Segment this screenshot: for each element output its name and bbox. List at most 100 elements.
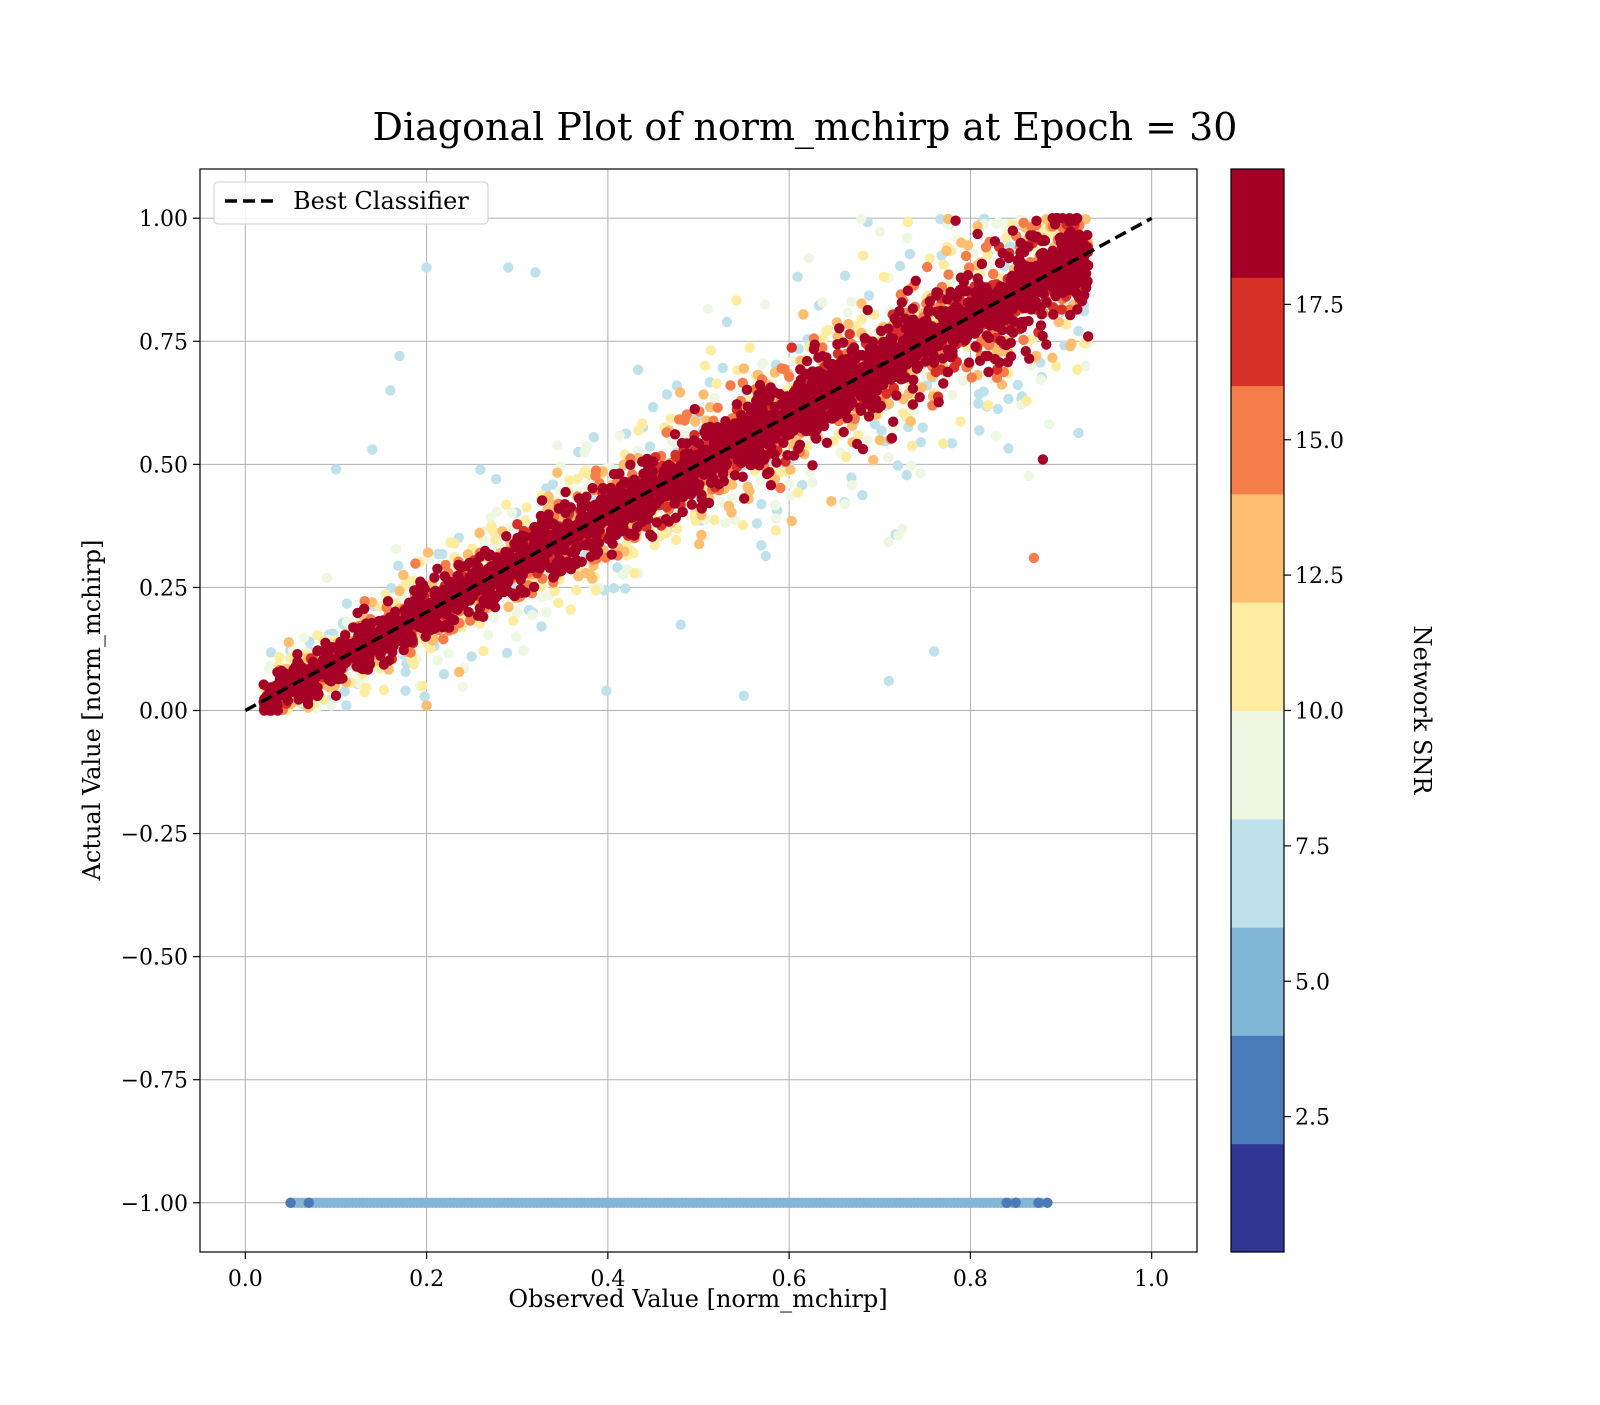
scatter-point <box>903 217 913 227</box>
scatter-point <box>696 530 706 540</box>
scatter-point <box>483 630 493 640</box>
scatter-point <box>718 363 728 373</box>
scatter-point <box>804 253 814 263</box>
scatter-point <box>840 271 850 281</box>
scatter-point <box>662 389 672 399</box>
scatter-point <box>501 531 511 541</box>
scatter-point <box>862 435 872 445</box>
scatter-point <box>648 402 658 412</box>
scatter-point <box>633 365 643 375</box>
scatter-point <box>511 632 521 642</box>
scatter-point <box>341 700 351 710</box>
scatter-point <box>703 304 713 314</box>
scatter-point <box>922 262 932 272</box>
scatter-point <box>963 270 973 280</box>
scatter-point <box>527 610 537 620</box>
scatter-point <box>554 523 564 533</box>
scatter-point <box>1065 226 1075 236</box>
scatter-point <box>757 359 767 369</box>
scatter-point <box>846 297 856 307</box>
scatter-point <box>379 685 389 695</box>
chart-title: Diagonal Plot of norm_mchirp at Epoch = … <box>373 105 1238 150</box>
scatter-point <box>393 561 403 571</box>
scatter-point <box>792 272 802 282</box>
scatter-point <box>342 598 352 608</box>
scatter-point <box>478 646 488 656</box>
scatter-point <box>903 286 913 296</box>
scatter-point <box>552 468 562 478</box>
scatter-point <box>991 431 1001 441</box>
scatter-point <box>1006 351 1016 361</box>
scatter-point <box>541 607 551 617</box>
scatter-point <box>1044 419 1054 429</box>
scatter-point <box>739 363 749 373</box>
scatter-point <box>991 219 1001 229</box>
scatter-point <box>756 499 766 509</box>
scatter-point <box>709 515 719 525</box>
scatter-point <box>420 691 430 701</box>
scatter-point <box>925 296 935 306</box>
scatter-point <box>589 432 599 442</box>
scatter-point <box>943 269 953 279</box>
scatter-point <box>883 452 893 462</box>
scatter-point <box>798 309 808 319</box>
scatter-point <box>771 513 781 523</box>
scatter-point <box>843 308 853 318</box>
scatter-point <box>771 525 781 535</box>
scatter-point <box>439 669 449 679</box>
scatter-point <box>445 537 455 547</box>
scatter-point <box>807 477 817 487</box>
scatter-point <box>983 367 993 377</box>
scatter-point <box>698 389 708 399</box>
scatter-point <box>607 539 617 549</box>
scatter-point <box>878 337 888 347</box>
scatter-point <box>893 460 903 470</box>
scatter-point <box>826 496 836 506</box>
scatter-point <box>587 483 597 493</box>
scatter-point <box>981 242 991 252</box>
scatter-point <box>988 269 998 279</box>
scatter-point <box>518 645 528 655</box>
scatter-point <box>972 229 982 239</box>
grid-layer <box>200 169 1197 1252</box>
scatter-point <box>529 582 539 592</box>
scatter-point <box>438 634 448 644</box>
scatter-point <box>680 415 690 425</box>
scatter-point <box>284 637 294 647</box>
scatter-point <box>955 416 965 426</box>
scatter-point <box>990 236 1000 246</box>
scatter-point <box>905 249 915 259</box>
scatter-point <box>508 616 518 626</box>
scatter-point <box>843 319 853 329</box>
scatter-point <box>963 240 973 250</box>
scatter-point <box>943 367 953 377</box>
scatter-point <box>609 583 619 593</box>
scatter-point <box>906 416 916 426</box>
scatter-point <box>418 681 428 691</box>
scatter-point <box>433 655 443 665</box>
scatter-point <box>821 327 831 337</box>
scatter-point <box>1036 374 1046 384</box>
scatter-point <box>367 618 377 628</box>
scatter-point <box>398 570 408 580</box>
scatter-point <box>752 518 762 528</box>
scatter-point <box>807 460 817 470</box>
scatter-point <box>274 652 284 662</box>
scatter-point <box>732 399 742 409</box>
scatter-point <box>359 687 369 697</box>
scatter-point <box>591 465 601 475</box>
scatter-point <box>303 699 313 709</box>
scatter-point <box>787 342 797 352</box>
scatter-point <box>847 480 857 490</box>
scatter-point <box>537 592 547 602</box>
scatter-point <box>443 648 453 658</box>
scatter-point <box>907 441 917 451</box>
scatter-point <box>931 367 941 377</box>
scatter-point <box>1021 396 1031 406</box>
scatter-point <box>1048 309 1058 319</box>
scatter-point <box>841 452 851 462</box>
scatter-point <box>891 390 901 400</box>
scatter-point <box>694 539 704 549</box>
scatter-point <box>915 468 925 478</box>
